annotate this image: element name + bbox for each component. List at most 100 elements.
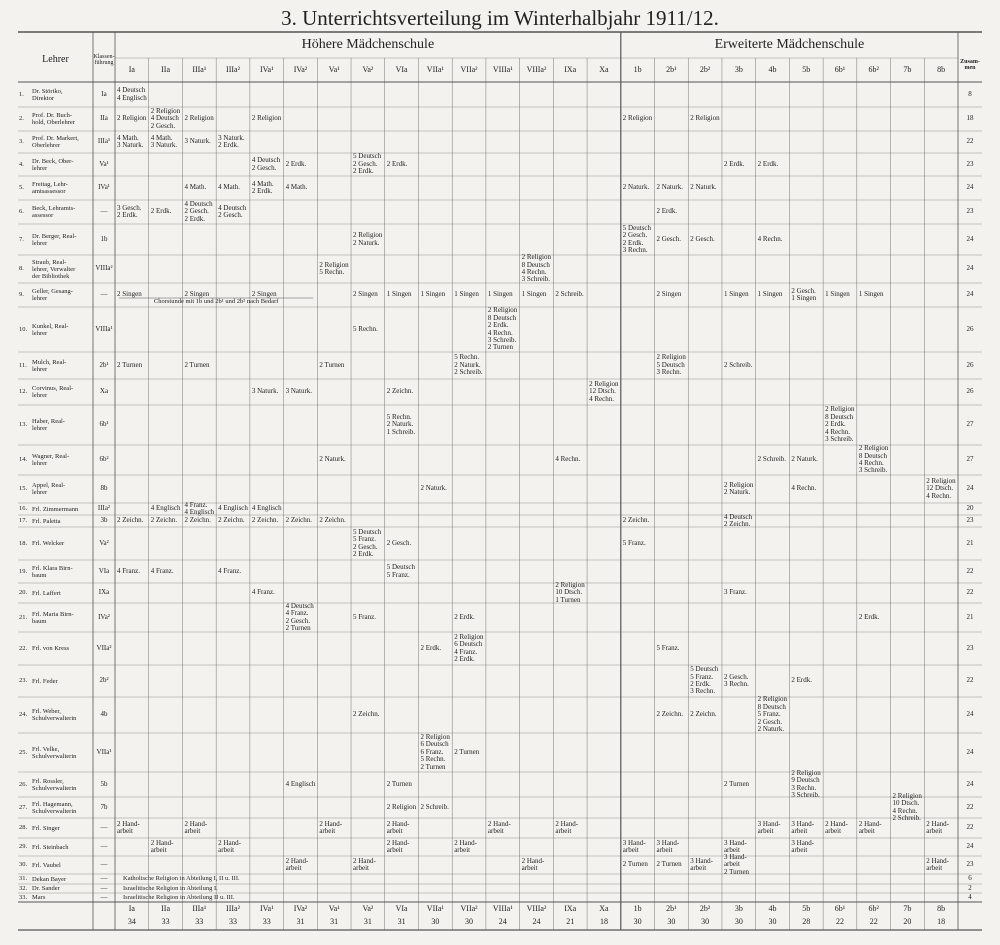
assignment: 2 Turnen — [723, 779, 750, 788]
row-number: 21. — [19, 613, 28, 621]
assignment: 5 Franz. — [353, 612, 376, 621]
group-header: Erweiterte Mädchenschule — [714, 37, 865, 52]
row-number: 5. — [19, 184, 24, 192]
assignment: 2 Naturk. — [622, 183, 650, 192]
teacher-name: Geller, Gesang- lehrer — [32, 288, 73, 302]
row-number: 19. — [19, 567, 28, 575]
assignment: 5 Rechn. 2 Naturk. 1 Schreib. — [386, 412, 416, 436]
row-number: 29. — [19, 843, 28, 851]
assignment: 2 Hand- arbeit — [386, 838, 410, 854]
teacher-total: 24 — [966, 779, 974, 788]
assignment: 2 Naturk. — [319, 455, 346, 464]
teacher-name: Haber, Real- lehrer — [32, 418, 65, 432]
class-total: 30 — [667, 917, 676, 927]
teacher-total: 23 — [966, 159, 974, 168]
class-lead: IIIa¹ — [97, 137, 111, 146]
teacher-name: Beck, Lehramts- assessor — [32, 205, 76, 219]
assignment: 4 Franz. — [117, 566, 140, 575]
assignment: 2 Religion 2 Naturk. — [723, 480, 754, 496]
teacher-name: Frl. Laffert — [32, 589, 61, 597]
row-number: 17. — [19, 517, 28, 525]
assignment: 2 Gesch. — [656, 234, 682, 243]
assignment: 2 Erdk. — [386, 159, 408, 168]
assignment: 1 Singen — [386, 290, 412, 299]
teacher-total: 24 — [966, 842, 974, 851]
row-number: 28. — [19, 824, 28, 832]
assignment: 5 Deutsch 5 Franz. — [386, 563, 415, 579]
row-number: 11. — [19, 361, 27, 369]
class-lead: — — [100, 874, 108, 883]
class-total: 30 — [633, 917, 642, 927]
assignment: 2 Erdk. — [791, 676, 812, 685]
teacher-total: 22 — [966, 802, 974, 811]
assignment: 2 Zeichn. — [353, 710, 380, 719]
teacher-total: 2 — [968, 883, 972, 892]
assignment: 2 Religion 10 Dtsch. 4 Rechn. 2 Schreib. — [892, 791, 922, 822]
column-footer: IXa — [564, 904, 577, 914]
class-total: 20 — [903, 917, 912, 927]
teacher-total: 23 — [966, 860, 974, 869]
assignment: 4 Englisch — [218, 504, 248, 513]
teacher-total: 24 — [966, 710, 974, 719]
row-number: 15. — [19, 485, 28, 493]
assignment: 2 Zeichn. — [251, 516, 279, 525]
column-header: IIa — [161, 65, 171, 75]
class-total: 21 — [566, 917, 575, 927]
assignment: 2 Religion — [622, 114, 653, 123]
row-number: 16. — [19, 505, 28, 513]
row-number: 23. — [19, 677, 28, 685]
assignment: 2 Hand- arbeit — [319, 819, 343, 835]
class-total: 33 — [161, 917, 170, 927]
teacher-name: Corvinus, Real- lehrer — [32, 385, 74, 399]
teacher-name: Dr. Störiko, Direktor — [32, 87, 63, 102]
assignment: 2 Turnen — [319, 360, 345, 369]
assignment: 2 Zeichn. — [386, 387, 414, 396]
class-lead: IIIa² — [97, 504, 111, 513]
assignment: 2 Religion 2 Naturk. — [353, 231, 383, 247]
class-total: 31 — [296, 917, 305, 927]
assignment: 2 Hand- arbeit — [285, 856, 309, 872]
class-total: 31 — [363, 917, 372, 927]
class-lead: — — [100, 842, 108, 851]
total-header: Zusam- men — [960, 58, 980, 72]
assignment: 2 Naturk. — [656, 183, 683, 192]
column-header: IIIa¹ — [192, 65, 207, 75]
assignment: 2 Zeichn. — [218, 516, 245, 525]
teacher-name: Frl. Klara Birn- baum — [32, 564, 73, 579]
assignment: 4 Englisch — [285, 779, 316, 788]
teacher-total: 24 — [966, 484, 974, 493]
assignment: 4 Deutsch 2 Gesch. 2 Erdk. — [184, 199, 213, 223]
teacher-name: Dr. Berger, Real- lehrer — [32, 232, 77, 247]
class-lead: 6b¹ — [99, 420, 109, 429]
column-header: VIa — [395, 65, 408, 75]
teacher-total: 21 — [966, 612, 974, 621]
column-header: VIIIa² — [526, 65, 547, 75]
column-footer: VIIa¹ — [426, 904, 444, 914]
column-footer: 3b — [734, 904, 743, 914]
teacher-total: 26 — [966, 360, 974, 369]
row-number: 1. — [19, 90, 24, 98]
title: 3. Unterrichtsverteilung im Winterhalbja… — [281, 6, 719, 30]
assignment: 2 Religion 4 Deutsch 2 Gesch. — [150, 106, 181, 130]
assignment: 3 Hand- arbeit — [723, 838, 747, 854]
assignment: 2 Zeichn. — [117, 516, 144, 525]
class-total: 31 — [397, 917, 406, 927]
teacher-total: 22 — [966, 137, 974, 146]
assignment: 3 Naturk. — [285, 387, 313, 396]
assignment: 5 Deutsch 2 Gesch. 2 Erdk. — [353, 152, 382, 176]
class-total: 22 — [869, 917, 878, 927]
column-footer: IVa¹ — [259, 904, 274, 914]
teacher-name: Frl. Hagemann, Schulverwalterin — [32, 800, 77, 815]
assignment: 4 Rechn. — [555, 455, 581, 464]
assignment: 3 Hand- arbeit — [690, 856, 713, 872]
column-footer: VIIa² — [460, 904, 478, 914]
class-lead: IXa — [98, 588, 110, 597]
teacher-name: Frl. Feder — [32, 677, 58, 685]
assignment: 3 Hand- arbeit — [791, 838, 815, 854]
assignment: 2 Erdk. — [757, 159, 779, 168]
assignment: 2 Turnen — [117, 360, 143, 369]
teacher-name: Frl. Maria Birn- baum — [32, 610, 74, 625]
teacher-name: Frl. Vaubel — [32, 861, 61, 869]
assignment: 4 Rechn. — [791, 484, 817, 493]
